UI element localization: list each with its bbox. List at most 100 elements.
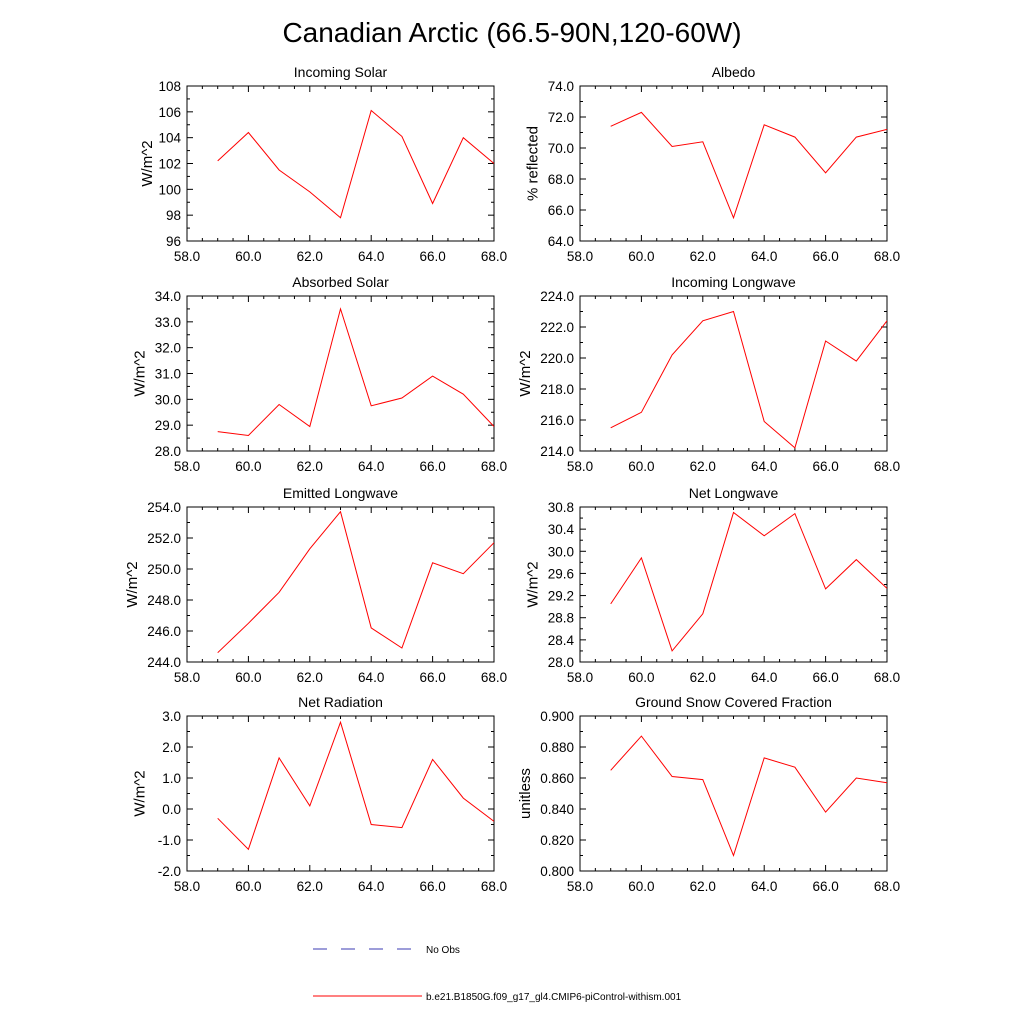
panel-7: Net Radiation 58.0 60.0 62.0 64.0 66.0 68.0 -2.…	[132, 694, 508, 894]
x-tick-label: 68.0	[481, 459, 507, 474]
x-tick-label: 68.0	[874, 670, 900, 685]
y-tick-label: 0.840	[540, 802, 574, 817]
x-tick-label: 60.0	[235, 249, 261, 264]
y-tick-label: 96	[166, 234, 181, 249]
panel-2: Albedo 58.0 60.0 62.0 64.0 66.0 68.0 64.0 66.0 68…	[525, 64, 901, 264]
series-line	[610, 310, 887, 449]
panel-title: Incoming Solar	[294, 64, 388, 80]
series-line	[610, 735, 887, 857]
x-tick-label: 58.0	[567, 249, 593, 264]
y-tick-label: 222.0	[540, 320, 574, 335]
x-tick-label: 68.0	[481, 670, 507, 685]
y-tick-label: 70.0	[548, 141, 574, 156]
plot-frame	[579, 506, 888, 663]
series-line	[610, 111, 887, 220]
x-tick-label: 66.0	[419, 879, 445, 894]
x-tick-label: 66.0	[419, 459, 445, 474]
legend-obs-label: No Obs	[426, 945, 460, 956]
y-tick-label: 30.0	[155, 392, 181, 407]
x-tick-label: 64.0	[751, 670, 777, 685]
x-tick-label: 68.0	[874, 879, 900, 894]
y-tick-label: -1.0	[158, 833, 181, 848]
y-tick-label: 254.0	[147, 500, 181, 515]
x-tick-label: 62.0	[690, 670, 716, 685]
y-tick-label: 0.0	[162, 802, 181, 817]
plot-frame	[186, 715, 495, 872]
y-axis-label: W/m^2	[517, 350, 534, 396]
y-tick-label: 30.4	[548, 522, 575, 537]
plot-frame	[186, 295, 495, 452]
series-line	[217, 307, 494, 437]
y-tick-label: 104	[158, 131, 181, 146]
y-tick-label: 0.820	[540, 833, 574, 848]
x-tick-label: 60.0	[628, 670, 654, 685]
y-tick-label: 28.4	[548, 633, 575, 648]
y-axis-label: W/m^2	[132, 350, 149, 396]
x-tick-label: 68.0	[481, 249, 507, 264]
series-line	[610, 511, 887, 652]
panel-1: Incoming Solar 58.0 60.0 62.0 64.0 66.0 68.0 96…	[139, 64, 507, 264]
x-tick-label: 60.0	[628, 879, 654, 894]
panel-title: Absorbed Solar	[292, 274, 389, 290]
x-tick-label: 66.0	[812, 249, 838, 264]
y-tick-label: 2.0	[162, 740, 181, 755]
x-tick-label: 62.0	[690, 249, 716, 264]
y-tick-label: 214.0	[540, 444, 574, 459]
legend: No Obs b.e21.B1850G.f09_g17_gl4.CMIP6-pi…	[313, 945, 682, 1003]
x-tick-label: 58.0	[174, 459, 200, 474]
y-tick-label: 64.0	[548, 234, 574, 249]
y-tick-label: 0.900	[540, 709, 574, 724]
y-tick-label: 102	[158, 157, 181, 172]
y-tick-label: 29.0	[155, 418, 181, 433]
x-tick-label: 64.0	[358, 459, 384, 474]
x-tick-label: 58.0	[174, 670, 200, 685]
x-tick-label: 66.0	[419, 670, 445, 685]
y-tick-label: 0.800	[540, 864, 574, 879]
y-tick-label: 29.6	[548, 566, 574, 581]
y-tick-label: 100	[158, 182, 181, 197]
series-line	[217, 510, 494, 654]
x-tick-label: 66.0	[812, 459, 838, 474]
x-tick-label: 60.0	[628, 459, 654, 474]
x-tick-label: 62.0	[690, 459, 716, 474]
panel-title: Net Longwave	[689, 485, 779, 501]
y-axis-label: W/m^2	[139, 140, 156, 186]
y-tick-label: 252.0	[147, 531, 181, 546]
x-tick-label: 64.0	[751, 249, 777, 264]
y-tick-label: 244.0	[147, 655, 181, 670]
x-tick-label: 58.0	[174, 879, 200, 894]
series-line	[217, 109, 494, 219]
x-tick-label: 66.0	[419, 249, 445, 264]
x-tick-label: 60.0	[235, 670, 261, 685]
y-tick-label: 216.0	[540, 413, 574, 428]
x-tick-label: 68.0	[874, 249, 900, 264]
x-tick-label: 62.0	[297, 879, 323, 894]
x-tick-label: 64.0	[751, 879, 777, 894]
x-tick-label: 60.0	[235, 459, 261, 474]
y-tick-label: 106	[158, 105, 181, 120]
y-axis-label: % reflected	[525, 126, 542, 201]
y-tick-label: 66.0	[548, 203, 574, 218]
y-tick-label: 220.0	[540, 351, 574, 366]
x-tick-label: 64.0	[751, 459, 777, 474]
y-tick-label: 30.0	[548, 544, 574, 559]
y-tick-label: 72.0	[548, 110, 574, 125]
y-tick-label: 34.0	[155, 289, 181, 304]
y-tick-label: 30.8	[548, 500, 574, 515]
x-tick-label: 64.0	[358, 249, 384, 264]
y-tick-label: 68.0	[548, 172, 574, 187]
y-tick-label: 246.0	[147, 624, 181, 639]
y-axis-label: W/m^2	[124, 561, 141, 607]
panel-title: Net Radiation	[298, 694, 383, 710]
legend-model-label: b.e21.B1850G.f09_g17_gl4.CMIP6-piControl…	[426, 992, 682, 1003]
panel-4: Incoming Longwave 58.0 60.0 62.0 64.0 66.0 68.…	[517, 274, 900, 474]
x-tick-label: 62.0	[297, 459, 323, 474]
figure-title: Canadian Arctic (66.5-90N,120-60W)	[282, 17, 741, 48]
y-tick-label: 1.0	[162, 771, 181, 786]
panel-grid: Incoming Solar 58.0 60.0 62.0 64.0 66.0 68.0 96…	[124, 64, 900, 894]
y-tick-label: 28.0	[548, 655, 574, 670]
y-axis-label: unitless	[517, 768, 534, 819]
y-axis-label: W/m^2	[132, 770, 149, 816]
y-tick-label: 31.0	[155, 367, 181, 382]
x-tick-label: 64.0	[358, 670, 384, 685]
